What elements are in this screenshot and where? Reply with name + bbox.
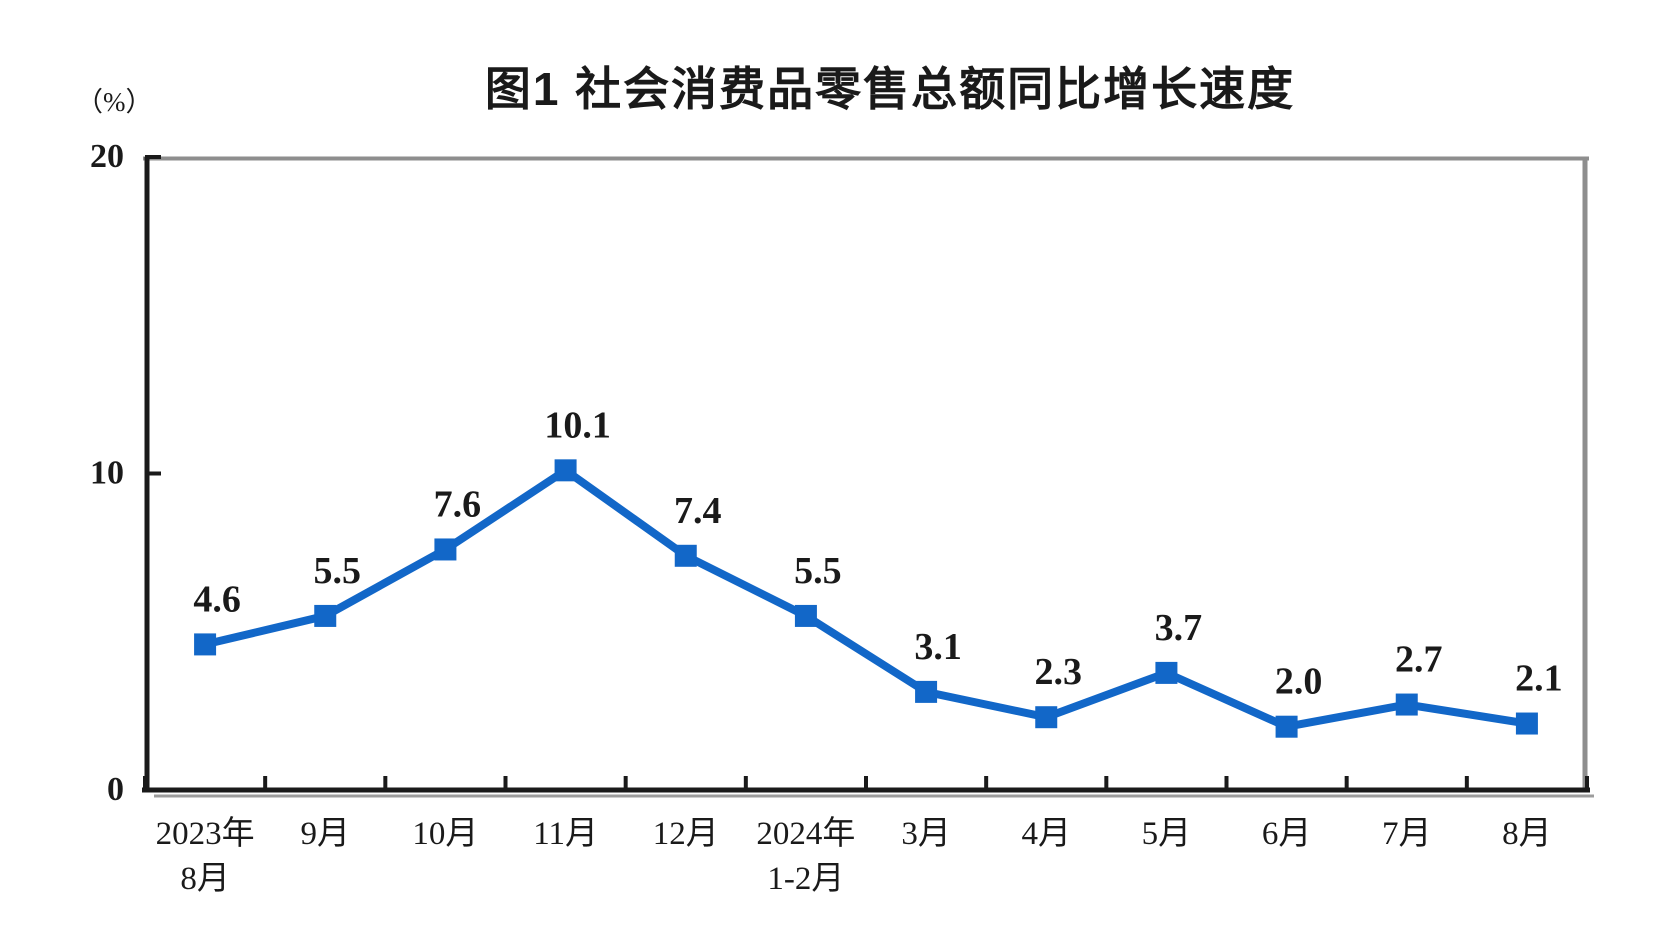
data-point-label: 3.1 [914, 626, 962, 668]
x-axis-tick-label: 5月 [1142, 816, 1192, 852]
chart-title: 图1 社会消费品零售总额同比增长速度 [484, 63, 1296, 115]
data-point-marker [1275, 715, 1298, 738]
data-line [204, 465, 1528, 731]
data-point-label: 2.1 [1515, 658, 1563, 700]
y-axis-tick-label: 0 [107, 771, 124, 808]
data-point-label: 2.7 [1395, 639, 1443, 681]
data-point-marker [674, 544, 697, 567]
data-point-marker [1515, 712, 1538, 735]
x-axis-tick-label: 2024年 [756, 815, 855, 852]
y-axis-unit-label: （%） [76, 87, 153, 117]
data-point-marker [915, 680, 938, 703]
data-point-label: 3.7 [1155, 607, 1203, 649]
y-axis-tick-label: 10 [90, 455, 124, 492]
data-point-label: 4.6 [193, 578, 241, 620]
x-axis-tick-label: 12月 [653, 816, 719, 852]
x-axis-tick-label: 3月 [901, 816, 951, 852]
x-axis-tick-label: 7月 [1382, 816, 1432, 852]
x-axis-tick-label-line2: 8月 [180, 861, 230, 897]
data-point-marker [194, 633, 217, 656]
y-axis-tick-label: 20 [90, 138, 124, 175]
x-axis-tick-label: 6月 [1262, 816, 1312, 852]
data-point-label: 10.1 [544, 404, 611, 446]
data-point-label: 7.6 [434, 483, 482, 525]
x-axis-tick-label-line2: 1-2月 [767, 861, 844, 897]
x-axis-tick-label: 10月 [412, 816, 478, 852]
data-point-marker [554, 459, 577, 482]
data-point-label: 2.0 [1275, 661, 1323, 703]
x-axis-tick-label: 4月 [1022, 816, 1072, 852]
data-point-marker [1155, 661, 1178, 684]
data-point-marker [1035, 706, 1058, 729]
data-point-label: 2.3 [1035, 651, 1083, 693]
data-point-marker [434, 538, 457, 561]
x-axis-tick-label: 9月 [301, 816, 351, 852]
data-point-marker [794, 604, 817, 627]
data-point-label: 5.5 [794, 550, 842, 592]
x-axis-tick-label: 11月 [533, 816, 598, 852]
data-point-label: 7.4 [674, 490, 722, 532]
data-point-marker [314, 604, 337, 627]
x-axis-tick-label: 2023年 [156, 815, 255, 852]
data-point-label: 5.5 [314, 550, 362, 592]
x-axis-tick-label: 8月 [1502, 816, 1552, 852]
data-point-marker [1395, 693, 1418, 716]
